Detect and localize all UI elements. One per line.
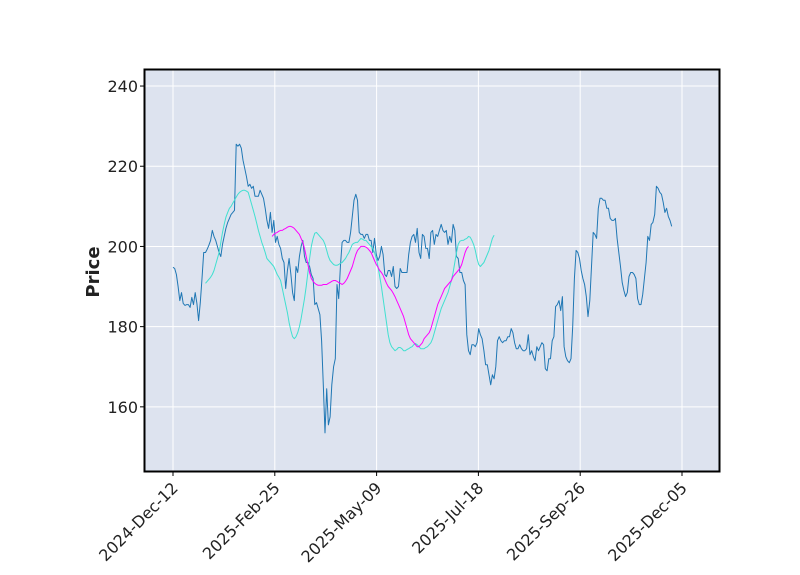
series-line-1 — [172, 143, 673, 434]
grid-lines — [145, 70, 719, 471]
x-tick-label: 2025-Sep-26 — [503, 478, 589, 564]
x-tick-label: 2025-Feb-25 — [199, 478, 284, 563]
y-tick-label: 200 — [107, 237, 138, 256]
plot-background — [144, 69, 720, 472]
series-lines — [172, 143, 673, 434]
x-tick-label: 2025-Jul-18 — [408, 478, 487, 557]
series-line-2 — [205, 189, 495, 352]
x-tick-label: 2025-May-09 — [297, 478, 385, 566]
y-tick-label: 180 — [107, 318, 138, 337]
y-tick-label: 220 — [107, 157, 138, 176]
x-tick-label: 2024-Dec-12 — [95, 478, 182, 565]
plot-frame — [143, 68, 721, 473]
y-axis-label: Price — [83, 246, 104, 297]
y-tick-label: 240 — [107, 77, 138, 96]
x-axis: 2024-Dec-12 2025-Feb-25 2025-May-09 2025-Ju… — [95, 471, 691, 566]
y-tick-label: 160 — [107, 398, 138, 417]
series-line-3 — [271, 225, 469, 348]
x-tick-label: 2025-Dec-05 — [604, 478, 691, 565]
y-axis: 160 180 200 220 240 — [107, 77, 145, 417]
